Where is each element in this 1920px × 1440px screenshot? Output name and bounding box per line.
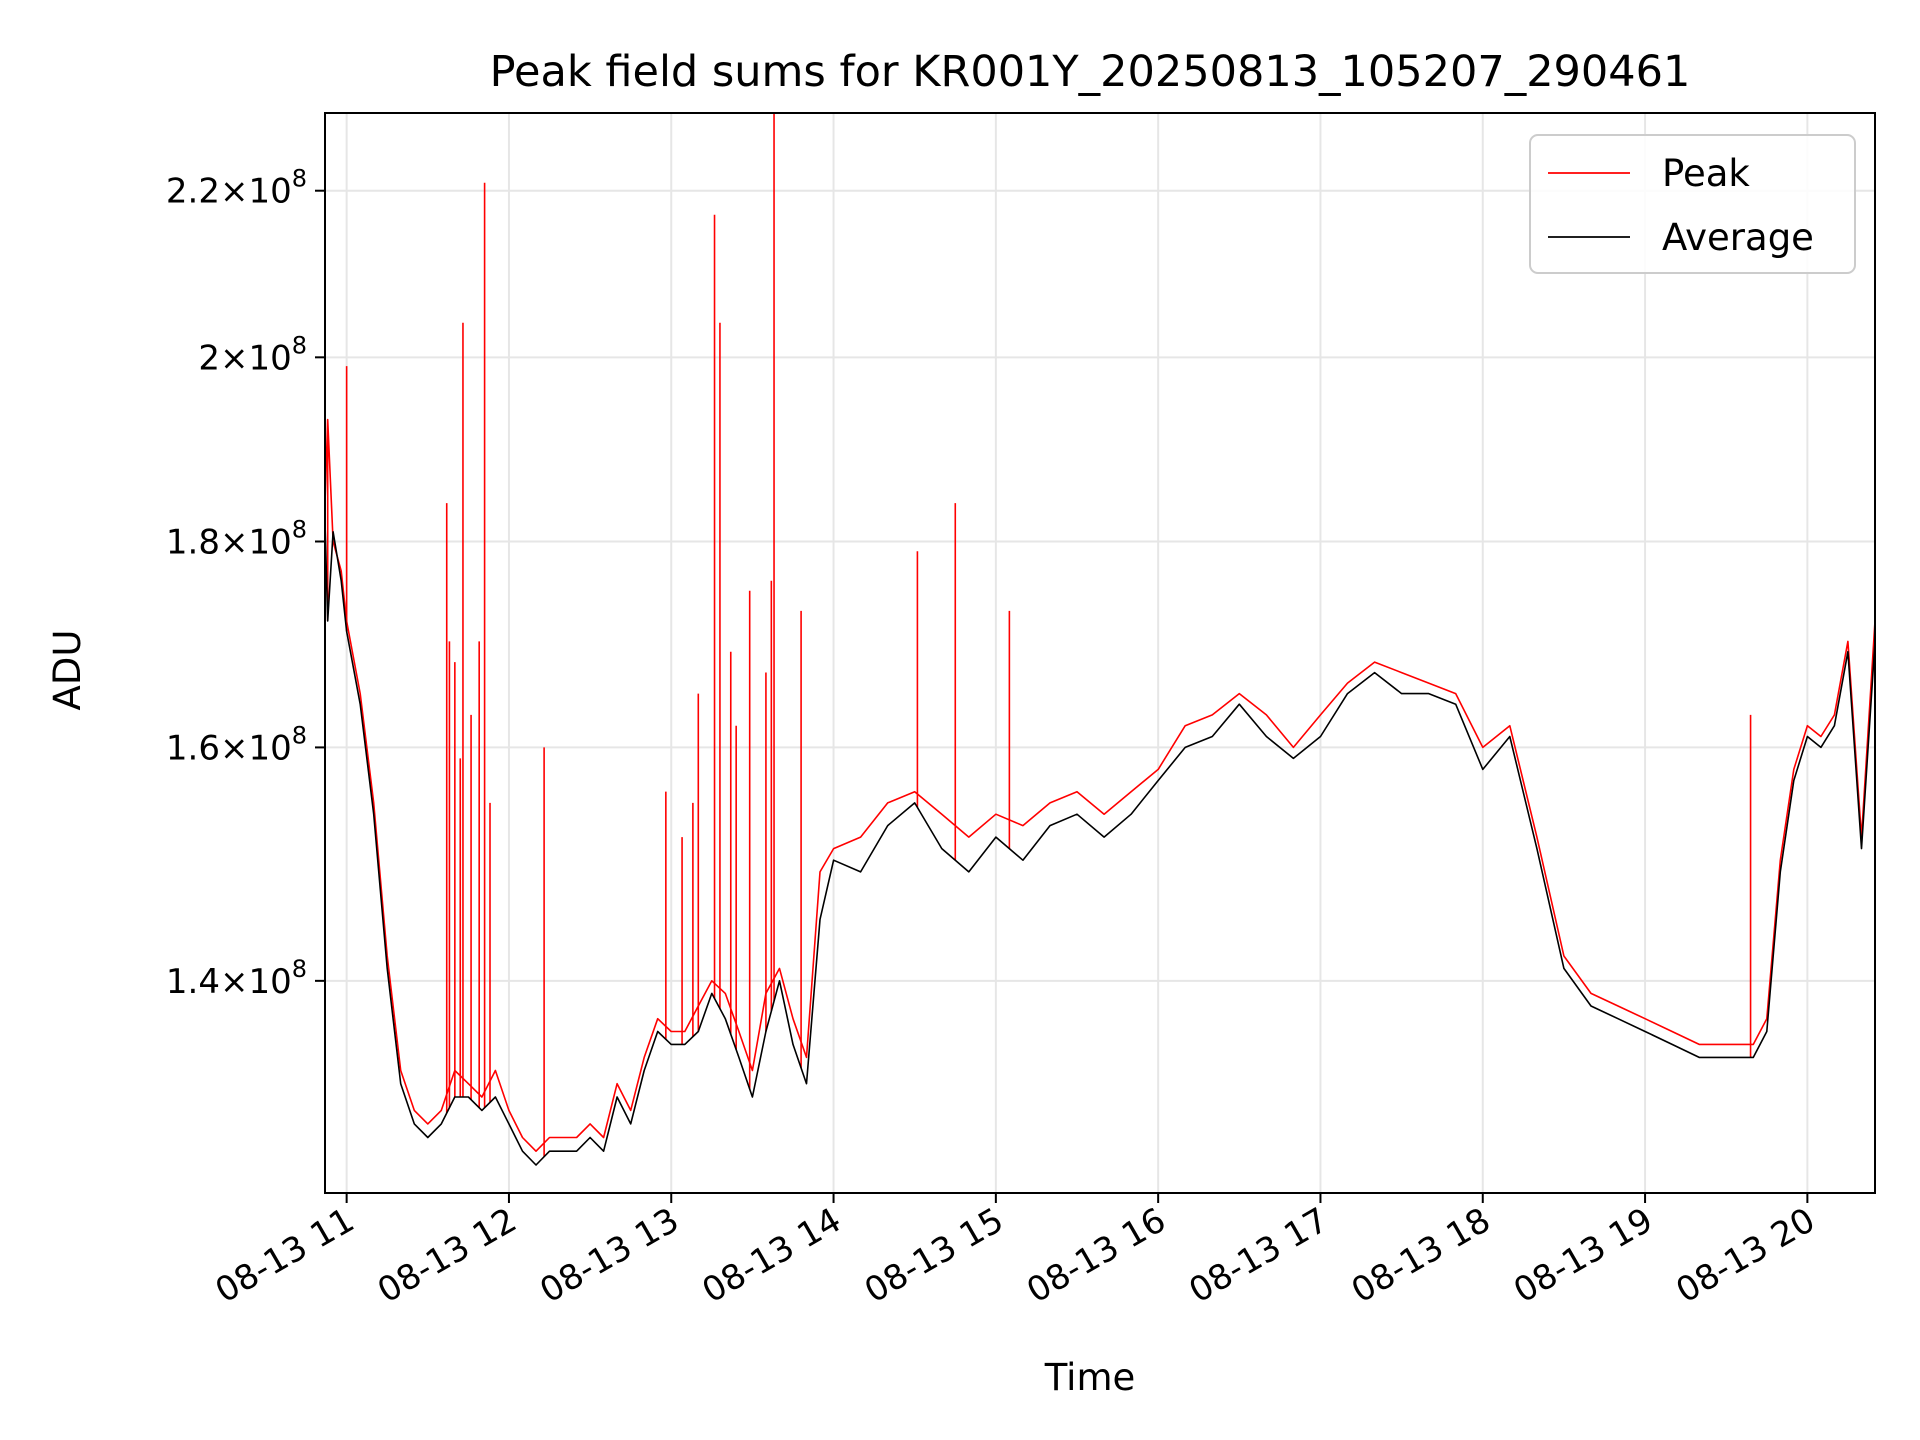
y-tick-times: ×10 <box>220 523 292 563</box>
grid-layer <box>325 113 1875 1193</box>
y-tick-mantissa: 1.4 <box>166 962 220 1002</box>
y-tick-exponent: 8 <box>292 165 307 193</box>
y-tick-exponent: 8 <box>292 516 307 544</box>
y-tick-label: 1.4×108 <box>166 955 307 1002</box>
y-tick-label: 1.6×108 <box>166 721 307 768</box>
y-tick-label: 2.2×108 <box>166 165 307 212</box>
y-tick-mantissa: 1.8 <box>166 523 220 563</box>
plot-frame <box>324 112 1876 1194</box>
y-tick-times: ×10 <box>220 962 292 1002</box>
y-tick-times: ×10 <box>220 728 292 768</box>
y-tick-mantissa: 2.2 <box>166 172 220 212</box>
y-tick-times: ×10 <box>220 172 292 212</box>
y-tick-times: ×10 <box>220 338 292 378</box>
x-axis-label: Time <box>1044 1356 1136 1399</box>
y-tick-exponent: 8 <box>292 331 307 359</box>
y-tick-label: 1.8×108 <box>166 516 307 563</box>
y-tick-exponent: 8 <box>292 955 307 983</box>
legend-label-average: Average <box>1662 216 1814 259</box>
y-axis-label: ADU <box>46 630 89 711</box>
series-line-peak <box>325 418 1875 1152</box>
y-tick-mantissa: 2 <box>198 338 220 378</box>
y-tick-mantissa: 1.6 <box>166 728 220 768</box>
y-tick-label: 2×108 <box>198 331 307 378</box>
series-line-average <box>325 522 1875 1166</box>
plot-area <box>325 113 1875 1166</box>
legend-box <box>1529 134 1856 274</box>
legend-label-peak: Peak <box>1662 152 1750 195</box>
chart-title: Peak field sums for KR001Y_20250813_1052… <box>490 47 1691 97</box>
legend: Peak Average <box>1529 134 1856 274</box>
y-tick-exponent: 8 <box>292 721 307 749</box>
